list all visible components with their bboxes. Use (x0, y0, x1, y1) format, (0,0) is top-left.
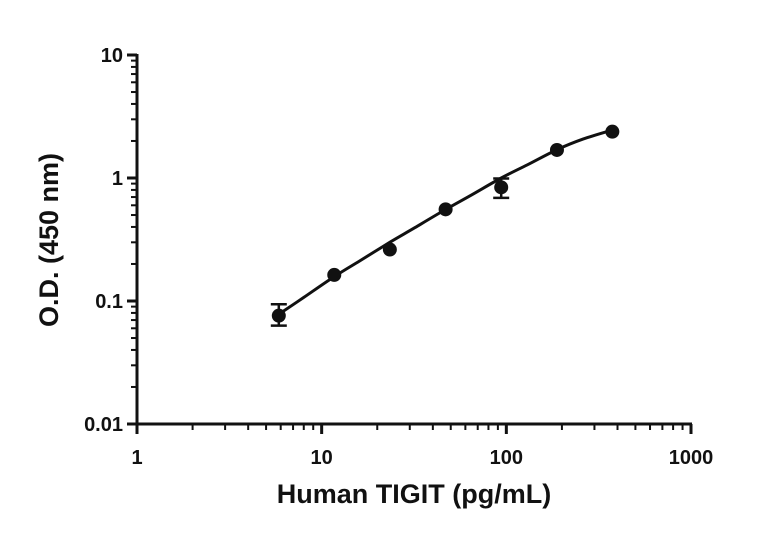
data-series (270, 124, 620, 327)
x-tick-label: 1 (131, 447, 142, 469)
data-point (438, 202, 453, 217)
y-tick-label: 0.01 (84, 414, 123, 436)
data-point (382, 242, 397, 257)
x-tick-label: 100 (490, 447, 523, 469)
plot-area: 1 10 100 1000 0.01 0.1 1 10 (84, 45, 713, 469)
data-point (327, 267, 342, 282)
y-tick-label: 1 (112, 168, 123, 190)
data-point (605, 124, 620, 139)
fit-curve (277, 128, 613, 316)
data-point (271, 308, 286, 323)
y-axis-title: O.D. (450 nm) (34, 153, 64, 327)
data-point (549, 142, 564, 157)
x-tick-label: 10 (311, 447, 333, 469)
y-tick-label: 0.1 (95, 291, 123, 313)
x-axis-title: Human TIGIT (pg/mL) (277, 479, 551, 509)
y-tick-label: 10 (101, 45, 123, 67)
y-axis: 0.01 0.1 1 10 (84, 45, 137, 436)
data-point (494, 180, 509, 195)
x-axis: 1 10 100 1000 (131, 424, 713, 469)
x-tick-label: 1000 (669, 447, 714, 469)
